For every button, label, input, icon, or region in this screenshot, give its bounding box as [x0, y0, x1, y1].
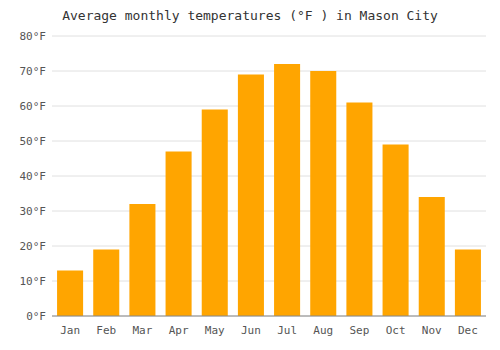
y-tick-label: 40°F	[20, 170, 47, 183]
x-tick-label: Dec	[458, 324, 478, 337]
x-tick-label: Mar	[132, 324, 152, 337]
y-tick-label: 50°F	[20, 135, 47, 148]
y-tick-label: 80°F	[20, 30, 47, 43]
x-tick-label: May	[205, 324, 225, 337]
y-tick-label: 70°F	[20, 65, 47, 78]
x-axis-line	[52, 316, 486, 317]
grid	[52, 36, 486, 316]
x-tick-label: Feb	[96, 324, 116, 337]
bars	[57, 64, 481, 316]
bar	[238, 75, 264, 317]
page: Chart html, body { margin: 0; padding: 0…	[0, 0, 500, 350]
bar	[346, 103, 372, 317]
bar	[202, 110, 228, 317]
x-tick-label: Apr	[169, 324, 189, 337]
x-tick-label: Aug	[313, 324, 333, 337]
x-tick-label: Jan	[60, 324, 80, 337]
y-tick-label: 0°F	[26, 310, 46, 323]
bar	[166, 152, 192, 317]
grid-line	[52, 176, 486, 177]
grid-line	[52, 141, 486, 142]
grid-line	[52, 36, 486, 37]
bar	[455, 250, 481, 317]
x-tick-label: Jun	[241, 324, 261, 337]
y-tick-label: 20°F	[20, 240, 47, 253]
chart-container: Average monthly temperatures (°F ) in Ma…	[0, 0, 500, 350]
grid-line	[52, 71, 486, 72]
y-tick-label: 30°F	[20, 205, 47, 218]
x-tick-label: Jul	[277, 324, 297, 337]
bar	[129, 204, 155, 316]
x-tick-label: Sep	[349, 324, 369, 337]
bar	[310, 71, 336, 316]
y-tick-label: 10°F	[20, 275, 47, 288]
x-tick-label: Oct	[386, 324, 406, 337]
bar	[57, 271, 83, 317]
bar	[274, 64, 300, 316]
bar	[419, 197, 445, 316]
bar	[383, 145, 409, 317]
grid-line	[52, 106, 486, 107]
chart-svg: Average monthly temperatures (°F ) in Ma…	[0, 0, 500, 350]
page-body: {"chart_data": {"type": "bar", "title": …	[0, 0, 500, 350]
grid-line	[52, 316, 486, 317]
bar	[93, 250, 119, 317]
title: Average monthly temperatures (°F ) in Ma…	[62, 8, 438, 23]
y-tick-label: 60°F	[20, 100, 47, 113]
x-tick-label: Nov	[422, 324, 442, 337]
